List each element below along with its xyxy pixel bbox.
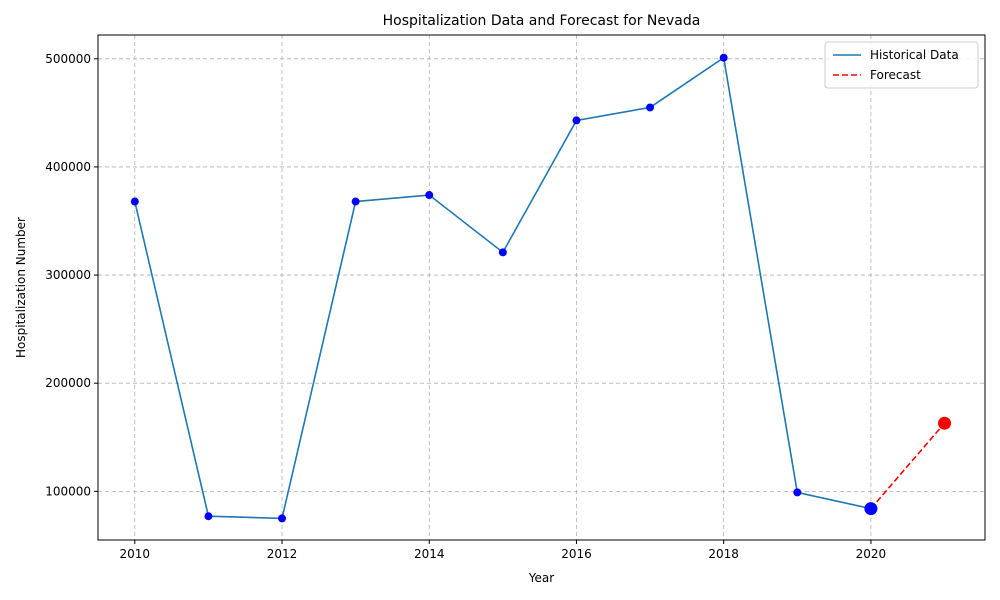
data-point xyxy=(351,197,360,206)
data-point xyxy=(425,191,434,200)
legend: Historical Data Forecast xyxy=(824,41,979,89)
data-point xyxy=(719,53,728,62)
y-tick-label: 300000 xyxy=(45,268,91,282)
data-point xyxy=(130,197,139,206)
highlight-point xyxy=(938,416,952,430)
grid xyxy=(98,35,985,540)
x-tick-label: 2014 xyxy=(414,547,445,561)
x-tick-label: 2016 xyxy=(561,547,592,561)
y-axis: 100000 200000 300000 400000 500000 xyxy=(45,52,98,498)
x-axis: 2010 2012 2014 2016 2018 2020 xyxy=(120,540,887,561)
y-tick-label: 200000 xyxy=(45,376,91,390)
plot-frame xyxy=(97,34,986,541)
y-tick-label: 400000 xyxy=(45,160,91,174)
data-point xyxy=(646,103,655,112)
y-tick-label: 100000 xyxy=(45,484,91,498)
y-tick-label: 500000 xyxy=(45,52,91,66)
highlight-point xyxy=(864,502,878,516)
data-point xyxy=(793,488,802,497)
x-tick-label: 2020 xyxy=(856,547,887,561)
x-tick-label: 2012 xyxy=(267,547,298,561)
x-tick-label: 2010 xyxy=(120,547,151,561)
data-point xyxy=(498,248,507,257)
chart-title: Hospitalization Data and Forecast for Ne… xyxy=(383,13,701,29)
legend-label: Historical Data xyxy=(870,48,959,62)
x-tick-label: 2018 xyxy=(708,547,739,561)
legend-label: Forecast xyxy=(870,68,921,82)
data-point xyxy=(278,514,287,523)
x-axis-label: Year xyxy=(528,571,554,585)
legend-box xyxy=(824,41,979,89)
y-axis-label: Hospitalization Number xyxy=(14,217,28,358)
series-line-historical xyxy=(134,56,872,520)
data-point xyxy=(572,116,581,125)
series-line-forecast xyxy=(870,422,946,510)
series-layer xyxy=(130,53,952,523)
data-point xyxy=(204,512,213,521)
